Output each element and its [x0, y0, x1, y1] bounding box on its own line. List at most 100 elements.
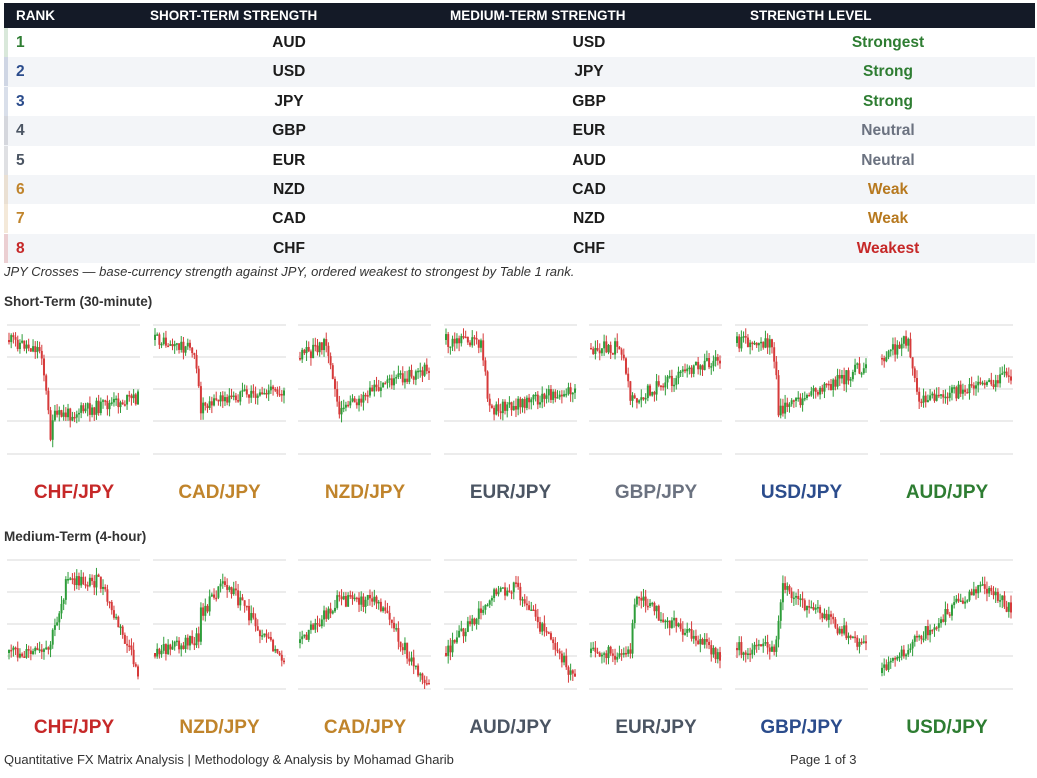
- candle-body: [349, 595, 352, 597]
- candle-body: [23, 340, 26, 349]
- candle-body: [14, 647, 17, 650]
- candle-body: [592, 348, 595, 354]
- candle-body: [887, 662, 890, 670]
- candle-body: [822, 613, 825, 619]
- candle-body: [490, 405, 493, 408]
- candle-body: [314, 623, 317, 630]
- candle-body: [624, 652, 627, 655]
- candle-body: [175, 343, 178, 345]
- candle-body: [212, 398, 215, 406]
- candle-body: [481, 609, 484, 613]
- candle-body: [34, 346, 37, 353]
- candle-body: [999, 600, 1002, 602]
- candle-body: [336, 595, 339, 608]
- candle-body: [397, 373, 400, 378]
- candle-body: [234, 588, 237, 591]
- candle-body: [752, 342, 755, 345]
- candle-body: [864, 364, 867, 369]
- candle-body: [598, 350, 601, 354]
- candle-body: [935, 627, 938, 629]
- candle-body: [170, 344, 173, 347]
- candle-body: [466, 621, 469, 632]
- candle-body: [977, 381, 980, 386]
- candle-body: [128, 395, 131, 397]
- candle-body: [805, 394, 808, 399]
- candle-body: [164, 337, 167, 346]
- candle-body: [379, 387, 382, 391]
- candle-body: [212, 594, 215, 598]
- candle-body: [168, 344, 171, 346]
- pair-label: USD/JPY: [760, 482, 843, 503]
- candle-body: [607, 344, 610, 353]
- candle-body: [933, 393, 936, 401]
- pair-label: NZD/JPY: [179, 717, 260, 738]
- candle-body: [181, 341, 184, 353]
- candle-body: [649, 385, 652, 396]
- candle-body: [166, 644, 169, 655]
- candle-body: [860, 373, 863, 375]
- candle-body: [230, 395, 233, 398]
- candle-body: [605, 653, 608, 659]
- candle-body: [10, 335, 13, 343]
- candle-body: [514, 582, 517, 584]
- candle-body: [964, 601, 967, 604]
- candle-body: [205, 605, 208, 612]
- pair-label: CHF/JPY: [33, 717, 115, 738]
- candle-body: [972, 589, 975, 596]
- candle-body: [275, 389, 278, 394]
- candle-body: [759, 341, 762, 344]
- candle-body: [271, 386, 274, 390]
- candle-body: [983, 584, 986, 589]
- candle-body: [505, 404, 508, 411]
- candle-body: [818, 387, 821, 395]
- candle-body: [366, 594, 369, 600]
- candle-body: [820, 387, 823, 392]
- candle-body: [994, 591, 997, 596]
- candle-body: [368, 594, 371, 599]
- candle-body: [397, 628, 400, 642]
- candle-body: [523, 599, 526, 604]
- candle-body: [831, 379, 834, 391]
- candle-body: [787, 404, 790, 407]
- candle-body: [644, 398, 647, 400]
- candle-body: [299, 639, 301, 643]
- candle-body: [924, 626, 927, 639]
- candle-body: [979, 584, 982, 587]
- candle-body: [275, 648, 278, 653]
- candle-body: [428, 683, 430, 685]
- candle-body: [258, 630, 261, 637]
- candle-body: [501, 401, 504, 414]
- candle-body: [80, 576, 83, 586]
- candle-body: [382, 382, 385, 388]
- candle-body: [573, 388, 576, 393]
- candle-body: [961, 389, 964, 394]
- candle-body: [106, 589, 109, 602]
- candle-body: [494, 589, 497, 595]
- candle-body: [331, 365, 334, 379]
- candle-body: [25, 344, 28, 349]
- candle-body: [790, 591, 793, 599]
- candle-body: [527, 605, 530, 610]
- candle-body: [472, 618, 475, 625]
- candle-body: [534, 394, 537, 397]
- candle-body: [556, 397, 559, 399]
- candle-body: [170, 646, 173, 650]
- candle-body: [838, 375, 841, 379]
- candle-body: [562, 655, 565, 663]
- candle-body: [181, 645, 184, 650]
- candle-body: [203, 605, 206, 616]
- candle-body: [128, 645, 131, 647]
- candle-body: [240, 597, 243, 601]
- candle-body: [686, 368, 689, 372]
- candle-body: [994, 380, 997, 388]
- candle-body: [119, 626, 122, 629]
- candle-body: [406, 642, 409, 659]
- candle-body: [399, 373, 402, 375]
- candle-body: [379, 601, 382, 612]
- candle-body: [620, 349, 623, 355]
- candle-body: [110, 602, 113, 611]
- candle-body: [71, 578, 74, 580]
- candle-body: [137, 391, 139, 405]
- candle-body: [889, 349, 892, 352]
- candlestick-svg: [589, 559, 722, 690]
